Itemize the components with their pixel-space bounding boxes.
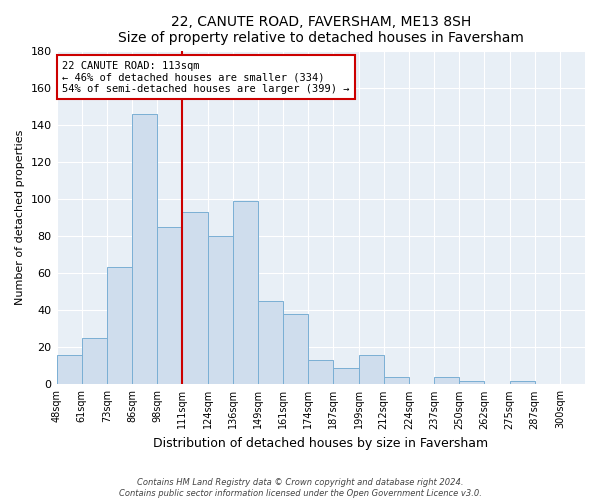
Bar (383, 377, 409, 384)
Text: 22 CANUTE ROAD: 113sqm
← 46% of detached houses are smaller (334)
54% of semi-de: 22 CANUTE ROAD: 113sqm ← 46% of detached… (62, 60, 349, 94)
Bar (334, 368, 359, 384)
X-axis label: Distribution of detached houses by size in Faversham: Distribution of detached houses by size … (153, 437, 488, 450)
Text: Contains HM Land Registry data © Crown copyright and database right 2024.
Contai: Contains HM Land Registry data © Crown c… (119, 478, 481, 498)
Bar (132, 114, 157, 384)
Bar (283, 314, 308, 384)
Y-axis label: Number of detached properties: Number of detached properties (15, 130, 25, 305)
Bar (233, 200, 258, 384)
Bar (459, 380, 484, 384)
Bar (157, 226, 182, 384)
Bar (208, 236, 233, 384)
Bar (56, 354, 82, 384)
Bar (308, 360, 334, 384)
Bar (182, 212, 208, 384)
Title: 22, CANUTE ROAD, FAVERSHAM, ME13 8SH
Size of property relative to detached house: 22, CANUTE ROAD, FAVERSHAM, ME13 8SH Siz… (118, 15, 524, 45)
Bar (434, 377, 459, 384)
Bar (258, 301, 283, 384)
Bar (359, 354, 383, 384)
Bar (107, 268, 132, 384)
Bar (82, 338, 107, 384)
Bar (509, 380, 535, 384)
